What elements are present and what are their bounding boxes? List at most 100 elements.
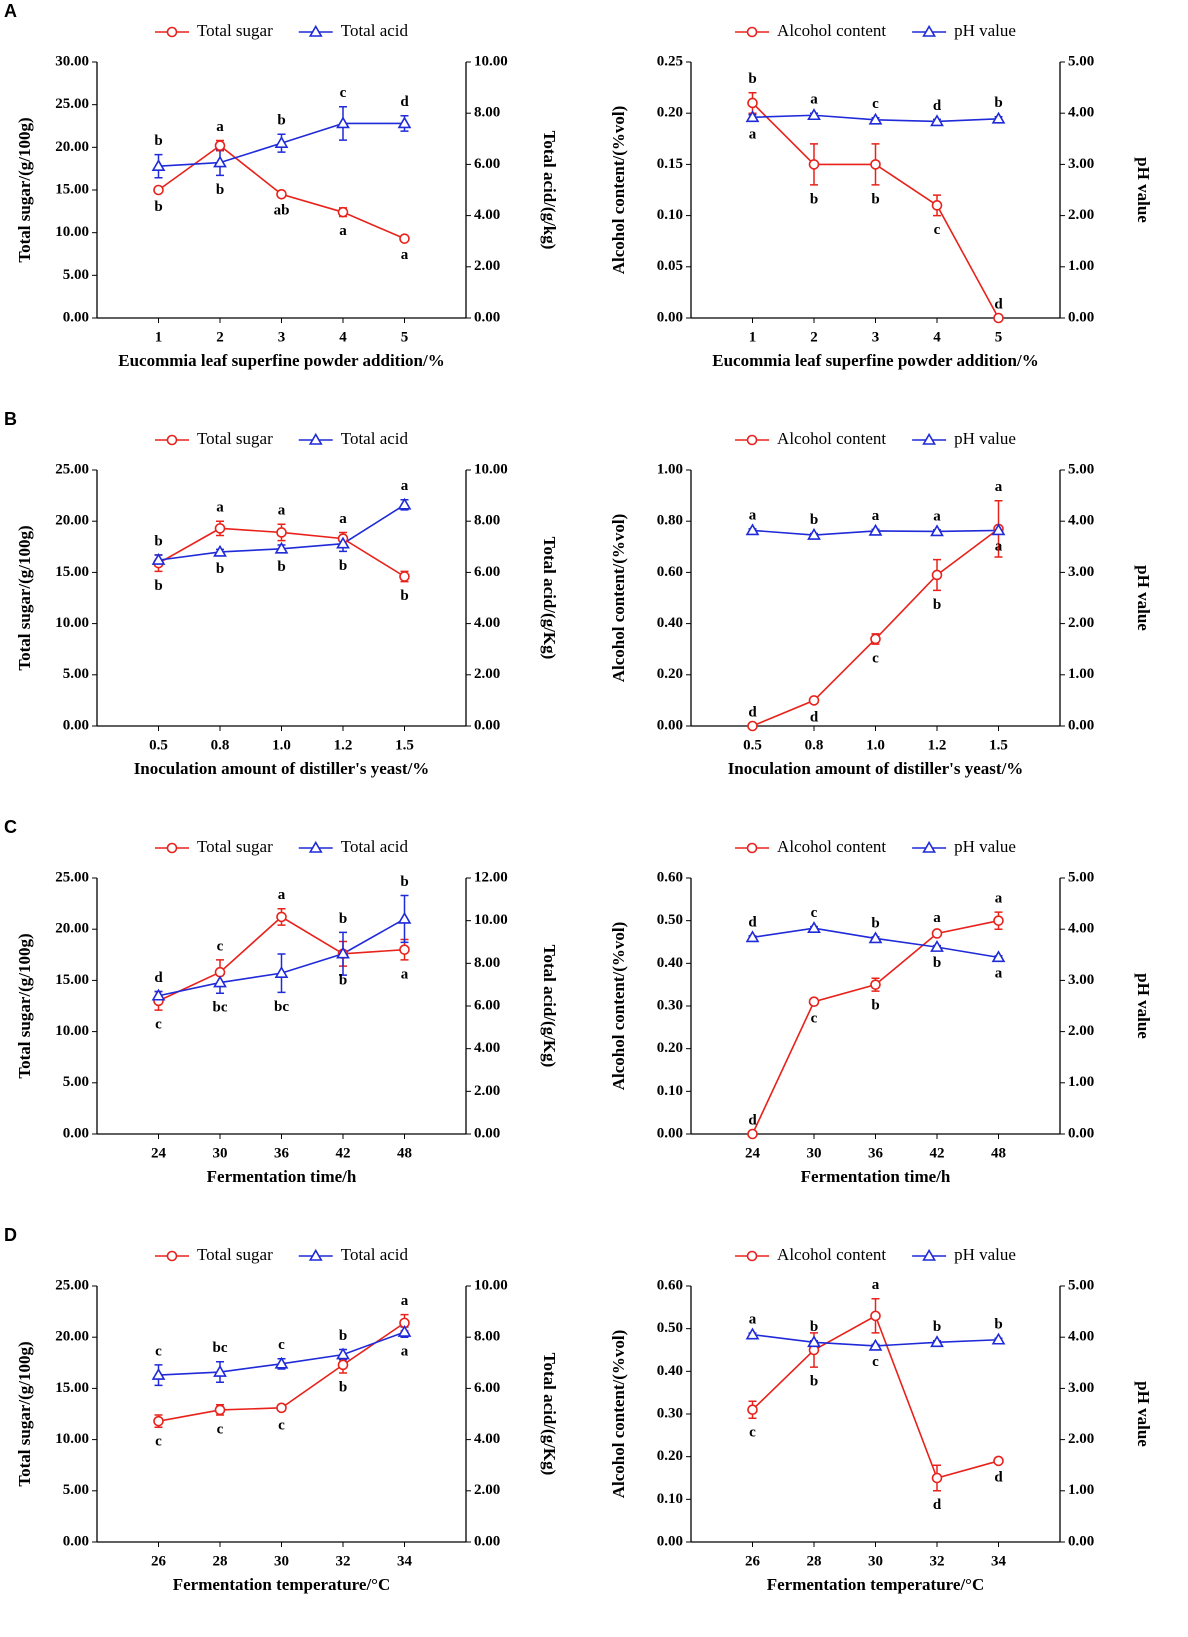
y2-tick-label: 10.00: [474, 461, 508, 477]
significance-letter: a: [749, 1312, 757, 1328]
significance-letter: b: [810, 191, 818, 207]
x-tick-label: 1.0: [272, 737, 291, 753]
significance-letter: a: [401, 1344, 409, 1360]
x-tick-label: 0.5: [149, 737, 168, 753]
marker: [274, 966, 289, 978]
marker: [808, 996, 820, 1008]
significance-letter: d: [810, 709, 819, 725]
marker: [930, 524, 944, 537]
chart-panel: 0.00 0.10 0.20 0.30 0.40 0.50 0.60 0.00 1.00 2.00…: [609, 837, 1153, 1186]
marker: [336, 536, 350, 549]
x-axis-label: Eucommia leaf superfine powder addition/…: [118, 351, 444, 370]
x-tick-label: 24: [745, 1145, 761, 1161]
legend-label: Total acid: [341, 21, 409, 40]
y-tick-label: 0.60: [657, 869, 683, 885]
marker: [930, 940, 944, 952]
marker: [213, 1364, 227, 1377]
y2-tick-label: 2.00: [1068, 615, 1094, 631]
marker: [930, 114, 944, 127]
marker: [746, 26, 758, 38]
significance-letter: bc: [274, 999, 289, 1015]
significance-letter: d: [154, 970, 163, 986]
legend: Total sugar Total acid: [154, 1245, 409, 1264]
marker: [931, 569, 943, 581]
y2-tick-label: 1.00: [1068, 258, 1094, 274]
series-line: [752, 528, 999, 727]
y2-tick-label: 3.00: [1068, 156, 1094, 172]
y2-tick-label: 3.00: [1068, 972, 1094, 988]
significance-letter: a: [401, 478, 409, 494]
x-tick-label: 3: [278, 329, 286, 345]
chart-panel: C 0.00 5.00 10.00 15.00 20.00 25.00 0.00 2.00 4.0…: [4, 817, 559, 1186]
marker: [993, 1455, 1004, 1467]
y-tick-label: 0.30: [657, 1405, 683, 1421]
x-tick-label: 1: [155, 329, 163, 345]
y2-tick-label: 0.00: [474, 309, 500, 325]
y2-axis-label: pH value: [1134, 973, 1153, 1039]
marker: [276, 1402, 287, 1414]
significance-letter: b: [400, 588, 408, 604]
x-tick-label: 0.5: [743, 737, 762, 753]
y2-tick-label: 2.00: [1068, 1431, 1094, 1447]
significance-letter: c: [217, 938, 224, 954]
y2-axis-label: pH value: [1134, 1381, 1153, 1447]
x-axis-label: Fermentation temperature/°C: [173, 1575, 391, 1594]
x-tick-label: 42: [930, 1145, 945, 1161]
chart-panel: 0.00 0.10 0.20 0.30 0.40 0.50 0.60 0.00 1.00 2.00…: [609, 1245, 1153, 1594]
marker: [868, 112, 883, 125]
significance-letter: a: [995, 891, 1003, 907]
series-line: [751, 919, 999, 1135]
significance-letter: bc: [213, 1340, 228, 1356]
y-tick-label: 0.00: [657, 717, 683, 733]
y2-tick-label: 3.00: [1068, 1380, 1094, 1396]
y-tick-label: 5.00: [63, 666, 89, 682]
marker: [746, 1250, 758, 1262]
y-tick-label: 0.00: [63, 1533, 89, 1549]
marker: [870, 979, 881, 990]
y-tick-label: 0.60: [657, 1277, 683, 1293]
marker: [151, 1367, 166, 1380]
x-axis-label: Eucommia leaf superfine powder addition/…: [712, 351, 1038, 370]
significance-letter: b: [216, 561, 224, 577]
legend-label: Total acid: [341, 429, 409, 448]
x-tick-label: 26: [151, 1553, 167, 1569]
marker: [807, 527, 821, 540]
x-tick-label: 1.5: [989, 737, 1008, 753]
marker: [214, 140, 226, 151]
significance-letter: a: [933, 508, 941, 524]
significance-letter: a: [995, 479, 1003, 495]
significance-letter: c: [872, 96, 879, 112]
y2-tick-label: 5.00: [1068, 461, 1094, 477]
significance-letter: a: [401, 1293, 409, 1309]
marker: [336, 946, 350, 959]
significance-letter: c: [872, 651, 879, 667]
x-tick-label: 1.2: [334, 737, 353, 753]
marker: [308, 840, 323, 853]
y-tick-label: 25.00: [55, 96, 89, 112]
x-tick-label: 28: [213, 1553, 228, 1569]
y-tick-label: 10.00: [55, 1431, 89, 1447]
x-tick-label: 34: [397, 1553, 413, 1569]
x-tick-label: 5: [401, 329, 409, 345]
marker: [166, 842, 178, 854]
y-tick-label: 0.40: [657, 1363, 683, 1379]
marker: [337, 206, 349, 218]
marker: [308, 432, 323, 445]
significance-letter: b: [933, 1319, 941, 1335]
y-tick-label: 0.30: [657, 997, 683, 1013]
significance-letter: a: [278, 503, 286, 519]
chart-panel: 0.00 0.20 0.40 0.60 0.80 1.00 0.00 1.00 2.00 3.00…: [609, 429, 1153, 778]
y2-axis-label: pH value: [1134, 565, 1153, 631]
y-tick-label: 0.20: [657, 1040, 683, 1056]
y-tick-label: 0.60: [657, 564, 683, 580]
y-tick-label: 5.00: [63, 1074, 89, 1090]
marker: [166, 434, 178, 446]
y-tick-label: 20.00: [55, 139, 89, 155]
y-tick-label: 0.20: [657, 1448, 683, 1464]
marker: [870, 633, 881, 645]
marker: [397, 911, 412, 924]
y2-tick-label: 4.00: [474, 615, 500, 631]
y2-tick-label: 0.00: [1068, 1533, 1094, 1549]
y2-tick-label: 4.00: [474, 1431, 500, 1447]
x-tick-label: 0.8: [211, 737, 230, 753]
